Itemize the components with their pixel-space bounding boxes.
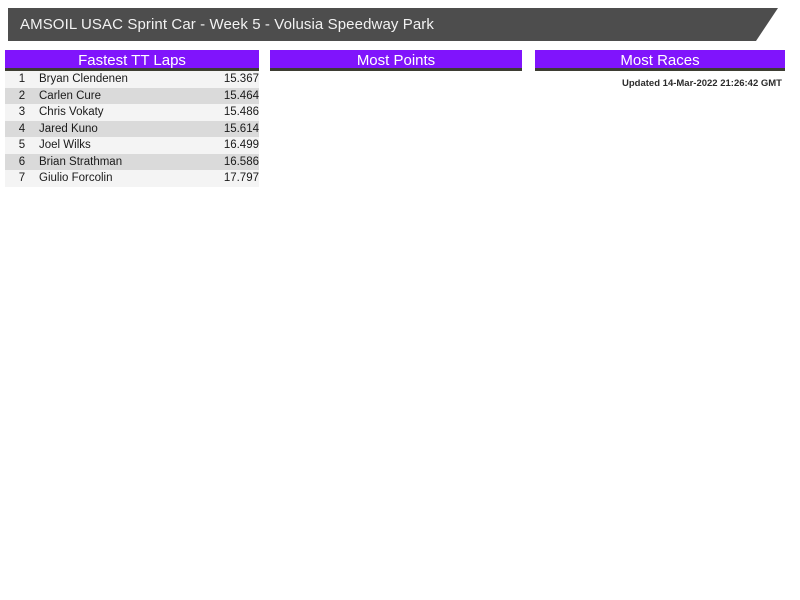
panel-most-races: Most Races [535, 50, 785, 71]
table-row[interactable]: 6 Brian Strathman 16.586 [5, 153, 259, 170]
row-rank: 6 [5, 153, 39, 170]
banner-shape [8, 8, 778, 41]
row-driver-name: Joel Wilks [39, 137, 193, 154]
row-rank: 5 [5, 137, 39, 154]
page-title: AMSOIL USAC Sprint Car - Week 5 - Volusi… [20, 16, 434, 33]
table-row[interactable]: 1 Bryan Clendenen 15.367 [5, 71, 259, 88]
row-rank: 4 [5, 120, 39, 137]
row-rank: 7 [5, 170, 39, 187]
row-driver-name: Chris Vokaty [39, 104, 193, 121]
panel-most-points: Most Points [270, 50, 522, 71]
table-row[interactable]: 4 Jared Kuno 15.614 [5, 120, 259, 137]
row-driver-name: Brian Strathman [39, 153, 193, 170]
row-lap-time: 16.586 [193, 153, 259, 170]
row-rank: 2 [5, 87, 39, 104]
row-lap-time: 15.486 [193, 104, 259, 121]
row-lap-time: 17.797 [193, 170, 259, 187]
row-rank: 1 [5, 71, 39, 88]
panel-header-most-points[interactable]: Most Points [270, 50, 522, 71]
row-driver-name: Giulio Forcolin [39, 170, 193, 187]
row-lap-time: 16.499 [193, 137, 259, 154]
panel-fastest-tt-laps: Fastest TT Laps 1 Bryan Clendenen 15.367… [5, 50, 259, 187]
row-driver-name: Bryan Clendenen [39, 71, 193, 88]
row-driver-name: Carlen Cure [39, 87, 193, 104]
panel-header-fastest-tt-laps[interactable]: Fastest TT Laps [5, 50, 259, 71]
leaderboard-fastest-tt-laps: 1 Bryan Clendenen 15.367 2 Carlen Cure 1… [5, 71, 259, 187]
row-lap-time: 15.614 [193, 120, 259, 137]
table-row[interactable]: 5 Joel Wilks 16.499 [5, 137, 259, 154]
table-row[interactable]: 7 Giulio Forcolin 17.797 [5, 170, 259, 187]
updated-timestamp: Updated 14-Mar-2022 21:26:42 GMT [622, 78, 782, 89]
row-driver-name: Jared Kuno [39, 120, 193, 137]
table-row[interactable]: 3 Chris Vokaty 15.486 [5, 104, 259, 121]
title-banner: AMSOIL USAC Sprint Car - Week 5 - Volusi… [8, 8, 778, 41]
row-rank: 3 [5, 104, 39, 121]
panel-header-most-races[interactable]: Most Races [535, 50, 785, 71]
row-lap-time: 15.464 [193, 87, 259, 104]
row-lap-time: 15.367 [193, 71, 259, 88]
table-row[interactable]: 2 Carlen Cure 15.464 [5, 87, 259, 104]
